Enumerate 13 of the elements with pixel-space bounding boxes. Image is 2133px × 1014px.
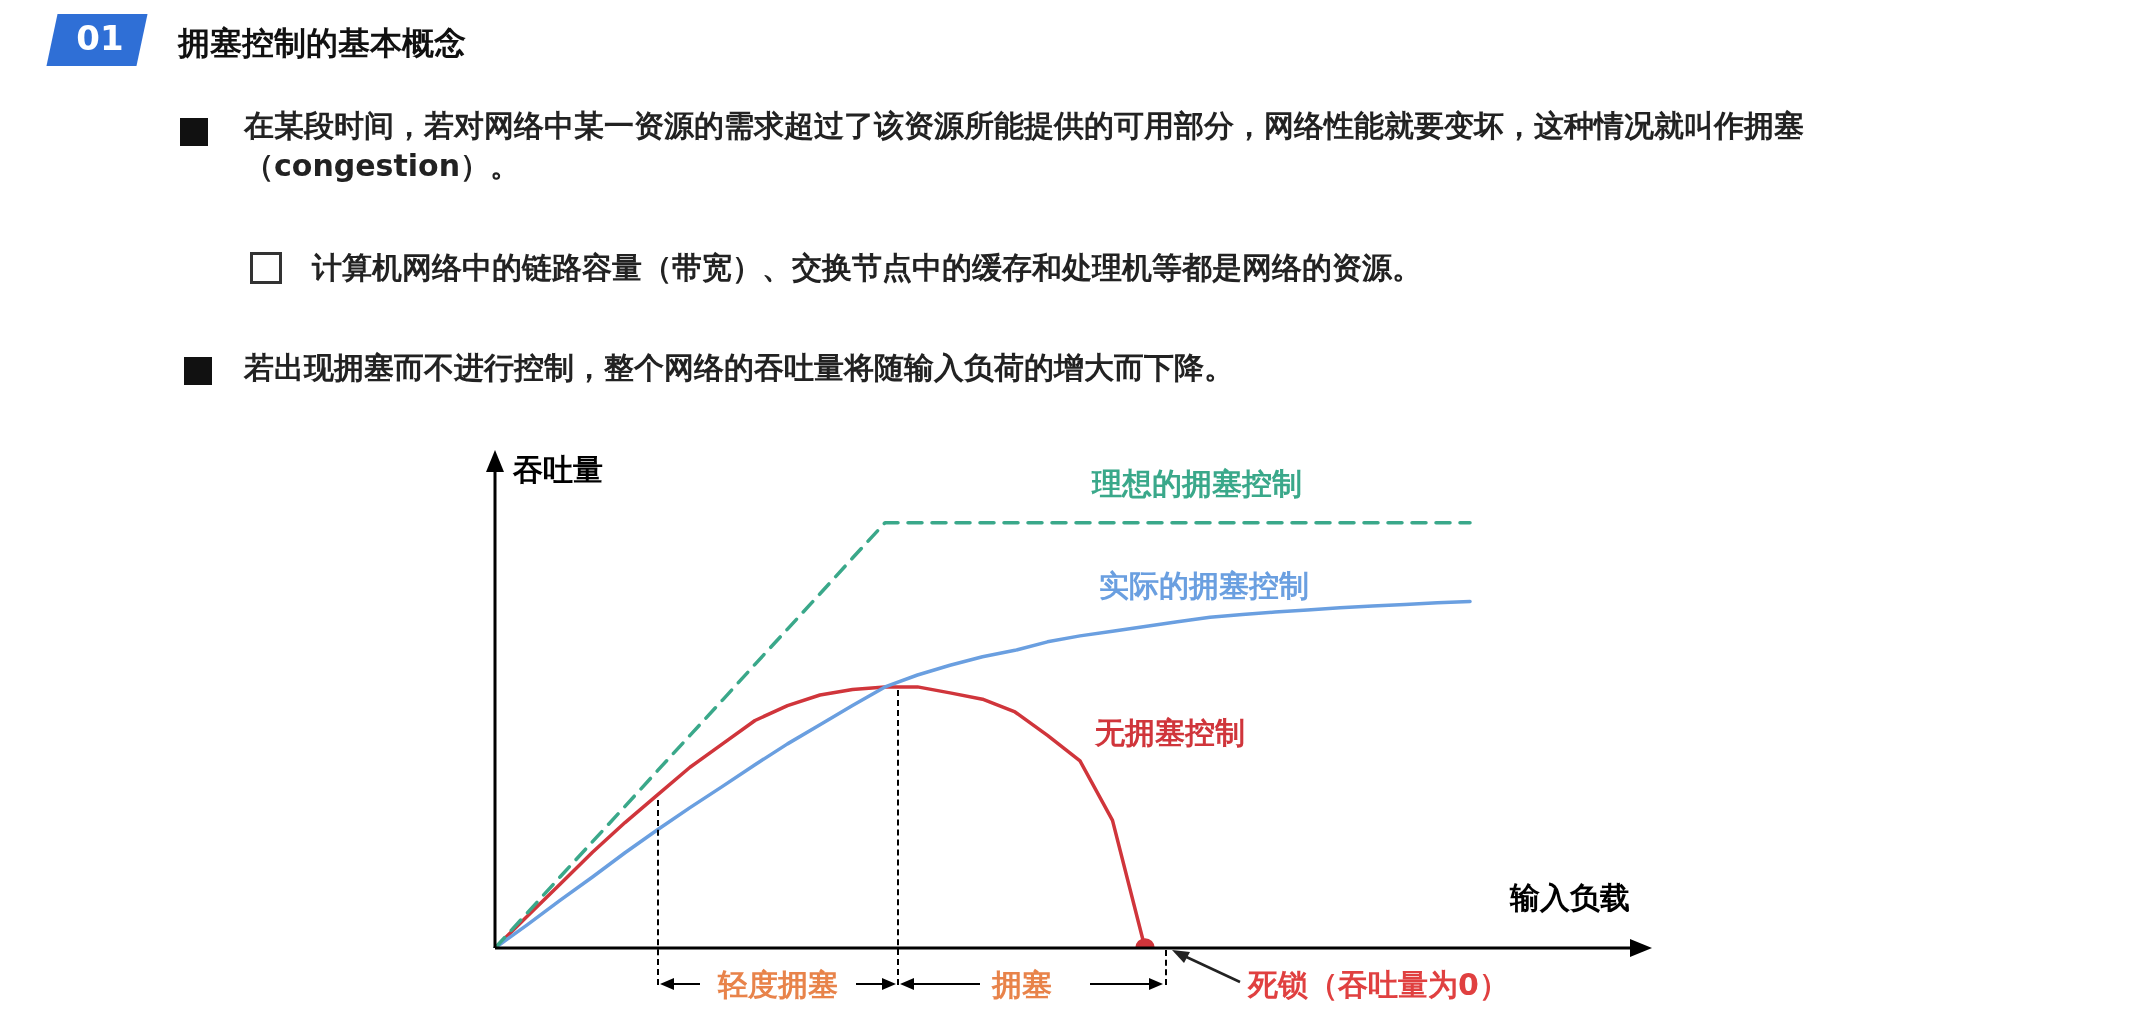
y-axis-title: 吞吐量 bbox=[512, 451, 603, 487]
text: 轻度拥塞 bbox=[718, 967, 838, 1003]
series-label: 理想的拥塞控制 bbox=[1091, 465, 1302, 501]
text: 在某段时间，若对网络中某一资源的需求超过了该资源所能提供的可用部分，网络性能就要变坏，这种情况就叫作拥塞（congestion）。 bbox=[244, 107, 1805, 185]
text: 若出现拥塞而不进行控制，整个网络的吞吐量将随输入负荷的增大而下降。 bbox=[244, 349, 1235, 387]
text: 01 bbox=[75, 18, 125, 58]
series-label: 实际的拥塞控制 bbox=[1099, 567, 1309, 603]
series-label: 无拥塞控制 bbox=[1094, 714, 1245, 750]
text: 计算机网络中的链路容量（带宽）、交换节点中的缓存和处理机等都是网络的资源。 bbox=[312, 249, 1423, 287]
x-axis-title: 输入负载 bbox=[1509, 879, 1630, 915]
text: 死锁（吞吐量为0） bbox=[1248, 967, 1509, 1003]
chart-title: 拥塞控制的基本概念 bbox=[178, 23, 466, 64]
text: 拥塞 bbox=[992, 967, 1052, 1003]
